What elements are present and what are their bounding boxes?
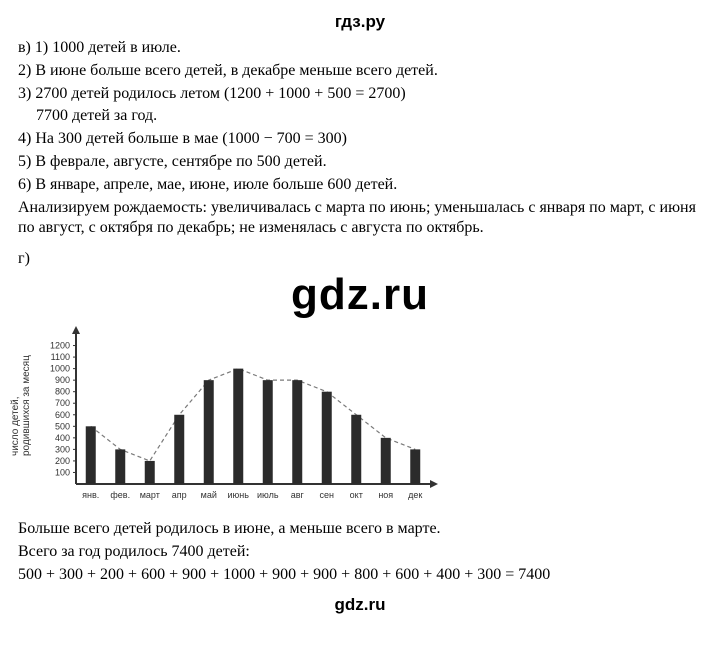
line-v4: 4) На 300 детей больше в мае (1000 − 700… <box>18 129 702 150</box>
svg-text:янв.: янв. <box>82 490 99 500</box>
line-analysis: Анализируем рождаемость: увеличивалась с… <box>18 198 702 240</box>
svg-text:100: 100 <box>55 467 70 477</box>
svg-text:июль: июль <box>257 490 279 500</box>
svg-text:900: 900 <box>55 375 70 385</box>
page-header: гдз.ру <box>18 12 702 32</box>
svg-text:800: 800 <box>55 387 70 397</box>
line-after1: Больше всего детей родилось в июне, а ме… <box>18 519 702 540</box>
watermark-mid: gdz.ru <box>18 270 702 320</box>
line-v5: 5) В феврале, августе, сентябре по 500 д… <box>18 152 702 173</box>
line-v3a: 3) 2700 детей родилось летом (1200 + 100… <box>18 84 702 105</box>
line-v1: в) 1) 1000 детей в июле. <box>18 38 702 59</box>
svg-text:500: 500 <box>55 421 70 431</box>
svg-text:март: март <box>140 490 160 500</box>
svg-text:400: 400 <box>55 433 70 443</box>
svg-text:300: 300 <box>55 444 70 454</box>
svg-text:апр: апр <box>172 490 187 500</box>
svg-text:фев.: фев. <box>110 490 130 500</box>
birth-chart: число детей,родившихся за месяц 10020030… <box>18 326 702 511</box>
svg-text:600: 600 <box>55 410 70 420</box>
label-g: г) <box>18 249 702 270</box>
line-v2: 2) В июне больше всего детей, в декабре … <box>18 61 702 82</box>
svg-text:1000: 1000 <box>50 364 70 374</box>
line-v3b: 7700 детей за год. <box>18 106 702 127</box>
line-after2: Всего за год родилось 7400 детей: <box>18 542 702 563</box>
svg-text:дек: дек <box>408 490 422 500</box>
svg-text:окт: окт <box>350 490 363 500</box>
svg-text:200: 200 <box>55 456 70 466</box>
svg-text:1200: 1200 <box>50 341 70 351</box>
chart-svg: 100200 300400 500600 700800 9001000 11001200 я… <box>18 326 438 506</box>
svg-text:ноя: ноя <box>378 490 393 500</box>
svg-text:авг: авг <box>291 490 305 500</box>
chart-ylabel: число детей,родившихся за месяц <box>10 355 32 456</box>
svg-text:июнь: июнь <box>228 490 250 500</box>
line-v6: 6) В январе, апреле, мае, июне, июле бол… <box>18 175 702 196</box>
svg-text:1100: 1100 <box>51 352 70 362</box>
svg-text:700: 700 <box>55 398 70 408</box>
svg-text:май: май <box>201 490 217 500</box>
page-footer: gdz.ru <box>18 595 702 615</box>
line-after3: 500 + 300 + 200 + 600 + 900 + 1000 + 900… <box>18 565 702 586</box>
svg-text:сен: сен <box>320 490 335 500</box>
